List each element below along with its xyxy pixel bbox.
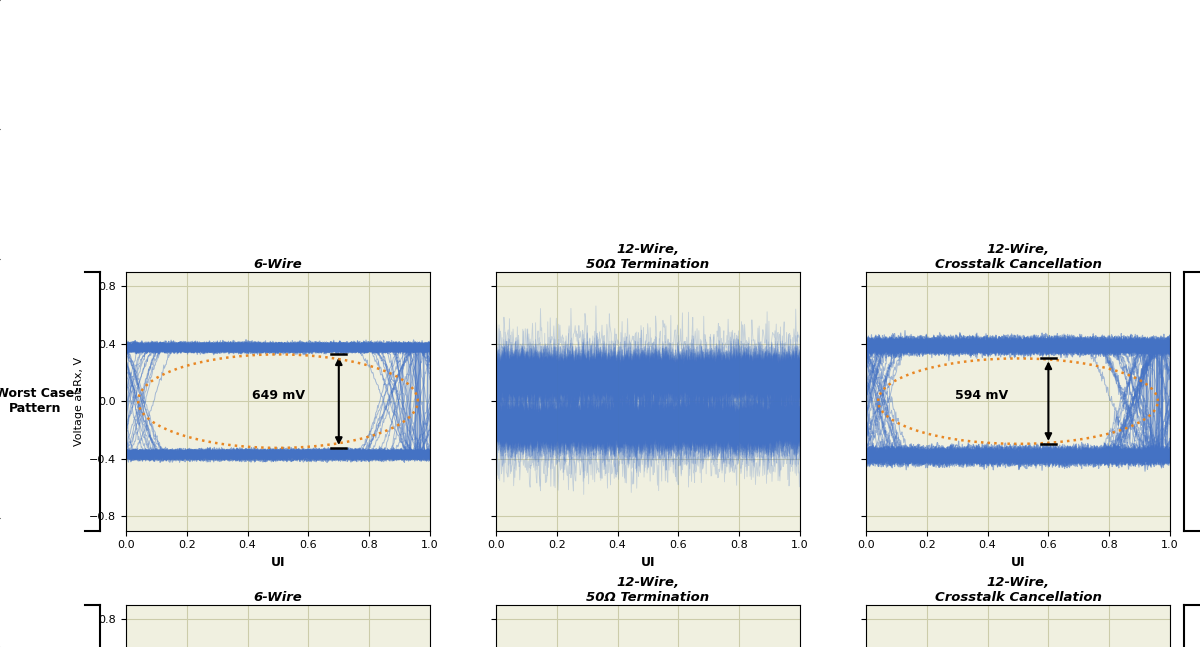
Title: 6-Wire: 6-Wire: [253, 258, 302, 270]
Y-axis label: Voltage at Rx, V: Voltage at Rx, V: [73, 356, 84, 446]
Text: 594 mV: 594 mV: [955, 389, 1008, 402]
Text: “Worst Case”
Pattern: “Worst Case” Pattern: [0, 387, 83, 415]
X-axis label: UI: UI: [641, 556, 655, 569]
X-axis label: UI: UI: [271, 556, 286, 569]
Title: 6-Wire: 6-Wire: [253, 591, 302, 604]
X-axis label: UI: UI: [1010, 556, 1025, 569]
Title: 12-Wire,
50Ω Termination: 12-Wire, 50Ω Termination: [587, 576, 709, 604]
Title: 12-Wire,
Crosstalk Cancellation: 12-Wire, Crosstalk Cancellation: [935, 243, 1102, 270]
Text: 649 mV: 649 mV: [252, 389, 305, 402]
Title: 12-Wire,
50Ω Termination: 12-Wire, 50Ω Termination: [587, 243, 709, 270]
Title: 12-Wire,
Crosstalk Cancellation: 12-Wire, Crosstalk Cancellation: [935, 576, 1102, 604]
